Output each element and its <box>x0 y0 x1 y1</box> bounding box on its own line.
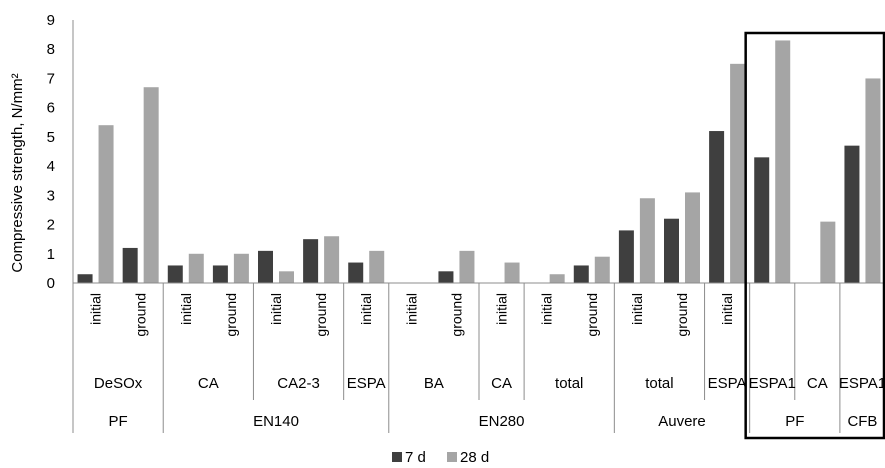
bar-7d <box>212 265 228 283</box>
bars <box>77 40 881 284</box>
bar-28d <box>865 78 881 283</box>
group-label: PF <box>785 413 804 430</box>
legend-swatch-7d <box>392 452 402 462</box>
y-tick-label: 5 <box>47 129 55 146</box>
subgroup-label: CA <box>807 375 828 392</box>
category-label: initial <box>629 293 645 325</box>
subgroup-label: total <box>555 375 583 392</box>
category-label: initial <box>539 293 555 325</box>
group-label: EN140 <box>253 413 299 430</box>
category-label: initial <box>268 293 284 325</box>
y-tick-label: 2 <box>47 217 55 234</box>
category-label: initial <box>494 293 510 325</box>
subgroup-label: DeSOx <box>94 375 143 392</box>
bar-28d <box>820 221 836 283</box>
bar-7d <box>844 145 860 283</box>
subgroup-label: total <box>645 375 673 392</box>
subgroup-label: CA <box>198 375 219 392</box>
bar-28d <box>775 40 791 284</box>
category-label: initial <box>358 293 374 325</box>
y-tick-label: 4 <box>47 158 55 175</box>
bar-7d <box>438 271 454 283</box>
x-axis-labels: initial ground initial ground initial ground i… <box>88 293 885 430</box>
bar-7d <box>77 274 93 283</box>
category-label: initial <box>88 293 104 325</box>
bar-28d <box>639 198 655 283</box>
bar-28d <box>504 262 520 283</box>
y-tick-label: 8 <box>47 41 55 58</box>
bar-28d <box>324 236 340 283</box>
y-axis-ticks: 0 1 2 3 4 5 6 7 8 9 <box>47 12 55 292</box>
subgroup-label: CA2-3 <box>277 375 320 392</box>
bar-28d <box>143 87 159 283</box>
legend: 7 d 28 d <box>392 449 489 466</box>
subgroup-label: CA <box>491 375 512 392</box>
category-label: ground <box>584 293 600 337</box>
category-label: initial <box>178 293 194 325</box>
bar-28d <box>98 125 114 283</box>
legend-label-7d: 7 d <box>405 449 426 466</box>
bar-28d <box>279 271 294 283</box>
category-label: ground <box>223 293 239 337</box>
bar-28d <box>549 274 565 283</box>
bar-7d <box>258 250 273 283</box>
category-label: initial <box>719 293 735 325</box>
subgroup-label: BA <box>424 375 444 392</box>
bar-28d <box>369 250 385 283</box>
bar-28d <box>459 250 475 283</box>
y-tick-label: 1 <box>47 246 55 263</box>
subgroup-label: ESPA <box>347 375 386 392</box>
legend-label-28d: 28 d <box>460 449 489 466</box>
axes <box>72 20 885 433</box>
subgroup-label: ESPA <box>708 375 747 392</box>
bar-7d <box>303 239 319 283</box>
y-axis-label: Compressive strength, N/mm² <box>9 73 26 272</box>
bar-28d <box>188 253 204 283</box>
group-label: PF <box>109 413 128 430</box>
category-label: initial <box>403 293 419 325</box>
category-label: ground <box>313 293 329 337</box>
group-label: CFB <box>847 413 877 430</box>
y-tick-label: 9 <box>47 12 55 29</box>
group-label: Auvere <box>658 413 706 430</box>
category-label: ground <box>674 293 690 337</box>
legend-swatch-28d <box>447 452 457 462</box>
bar-7d <box>664 218 679 283</box>
bar-7d <box>122 247 138 283</box>
bar-7d <box>167 265 183 283</box>
subgroup-label: ESPA1 <box>839 375 885 392</box>
bar-28d <box>730 63 746 284</box>
highlight-box <box>744 31 885 440</box>
bar-7d <box>754 157 770 283</box>
y-tick-label: 6 <box>47 100 55 117</box>
y-tick-label: 0 <box>47 275 55 292</box>
bar-28d <box>594 256 610 283</box>
y-tick-label: 3 <box>47 187 55 204</box>
bar-7d <box>618 230 634 283</box>
bar-7d <box>573 265 589 283</box>
bar-28d <box>233 253 249 283</box>
subgroup-label: ESPA1 <box>749 375 796 392</box>
bar-28d <box>685 192 700 283</box>
y-tick-label: 7 <box>47 70 55 87</box>
group-label: EN280 <box>479 413 525 430</box>
bar-7d <box>709 131 725 283</box>
bar-7d <box>348 262 364 283</box>
category-label: ground <box>448 293 464 337</box>
category-label: ground <box>133 293 149 337</box>
